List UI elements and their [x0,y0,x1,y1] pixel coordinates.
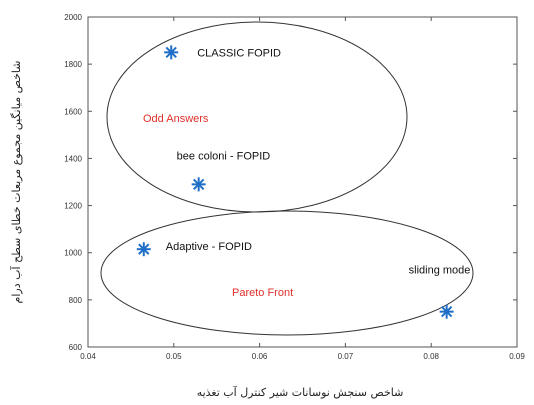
y-tick-label: 1600 [64,107,82,116]
y-tick-label: 1800 [64,60,82,69]
y-tick-label: 1400 [64,154,82,163]
odd-answers-label: Odd Answers [143,113,209,125]
data-point [191,177,206,192]
plot-frame [87,16,518,348]
y-tick-label: 600 [69,343,83,352]
y-tick-label: 1200 [64,202,82,211]
data-point-label: Adaptive - FOPID [166,241,252,253]
pareto-front-region [100,210,474,336]
data-point-label: CLASSIC FOPID [197,47,281,59]
data-point-label: sliding mode [409,265,471,277]
x-axis-ticks: 0.04 0.05 0.06 0.07 0.08 0.09 [80,17,525,361]
data-point-label: bee coloni - FOPID [177,150,271,162]
asterisk-marker-stroke [138,243,150,255]
x-axis-title: شاخص سنجش نوسانات شیر کنترل آب تغذیه [197,385,404,399]
asterisk-marker-stroke [165,46,177,59]
y-axis-ticks: 600 800 1000 1200 1400 1600 1800 2000 [64,13,517,352]
x-tick-label: 0.07 [338,352,354,361]
x-tick-label: 0.04 [80,352,96,361]
pareto-front-label: Pareto Front [232,287,293,299]
y-axis-title: شاخص میانگین مجموع مربعات خطای سطح آب در… [9,61,23,304]
data-point [439,304,454,319]
x-tick-label: 0.09 [509,352,525,361]
data-point [164,45,179,60]
y-tick-label: 1000 [64,249,82,258]
y-tick-label: 800 [69,296,83,305]
x-tick-label: 0.05 [166,352,182,361]
data-point [136,242,151,257]
data-points: CLASSIC FOPID bee coloni - FOPID Adaptive … [136,45,471,319]
y-tick-label: 2000 [64,13,82,22]
asterisk-marker-stroke [193,178,205,191]
x-tick-label: 0.08 [423,352,439,361]
asterisk-marker-stroke [440,305,453,318]
x-tick-label: 0.06 [252,352,268,361]
